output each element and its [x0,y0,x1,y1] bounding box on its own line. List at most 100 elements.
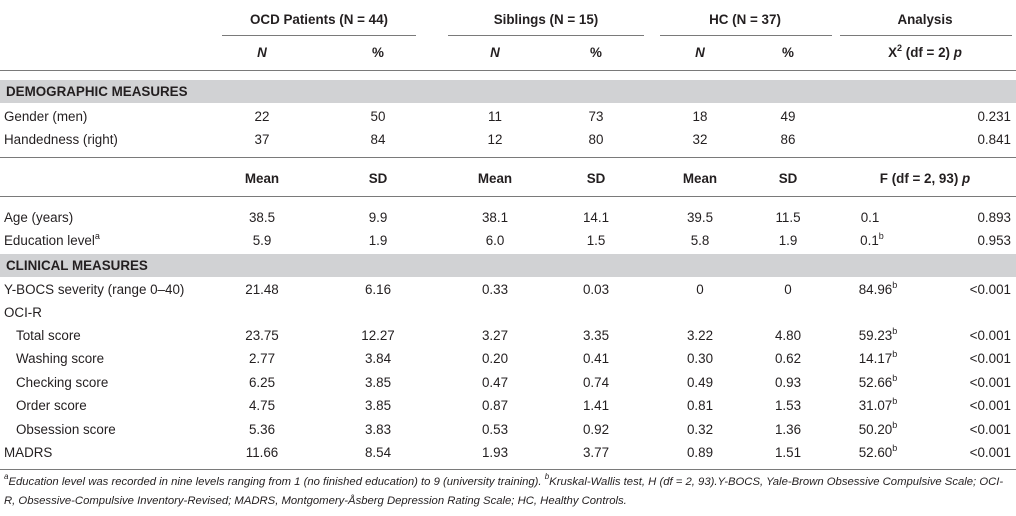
col-sd-siblings: SD [586,171,606,186]
demographic-bottom-rule [0,157,1016,158]
cell-sib-sd: 0.92 [582,422,610,437]
cell-stat: 0.1 [860,210,880,225]
cell-ocd-pct: 84 [370,132,386,147]
table-row: Total score 23.75 12.27 3.27 3.35 3.22 4.80 59.… [0,324,1016,347]
cell-sib-mean: 38.1 [481,210,509,225]
row-label: Y-BOCS severity (range 0–40) [4,282,185,297]
cell-ocd-mean: 5.9 [252,233,272,248]
footnote-a-mark: a [4,472,9,482]
col-chi-square: X2 (df = 2) p [888,42,962,60]
cell-ocd-mean: 5.36 [248,422,276,437]
cell-hc-sd: 11.5 [775,210,801,225]
row-label: Education levela [4,230,100,248]
cell-hc-sd: 1.51 [774,445,802,460]
cell-sib-mean: 6.0 [485,233,505,248]
cell-hc-pct: 86 [780,132,796,147]
table-row-gender: Gender (men) 22 50 11 73 18 49 0.231 [0,105,1016,128]
group-underline-analysis [840,35,1012,36]
col-sd-hc: SD [778,171,798,186]
cell-ocd-mean: 38.5 [248,210,276,225]
cell-hc-pct: 49 [780,109,796,124]
cell-sib-mean: 0.33 [481,282,509,297]
cell-hc-sd: 1.36 [774,422,802,437]
table-bottom-rule [0,469,1016,470]
group-underline-ocd [222,35,416,36]
cell-p: <0.001 [969,375,1011,390]
cell-ocd-sd: 6.16 [364,282,392,297]
cell-p: <0.001 [969,398,1011,413]
row-label: Handedness (right) [4,132,118,147]
section-clinical-label: CLINICAL MEASURES [6,258,148,273]
cell-hc-sd: 0.62 [774,351,802,366]
cell-sib-sd: 0.03 [582,282,610,297]
cell-p: 0.231 [977,109,1011,124]
cell-sib-sd: 3.35 [582,328,610,343]
cell-hc-mean: 0.49 [686,375,714,390]
subheader-continuous-rule [0,196,1016,197]
cell-p: <0.001 [969,282,1011,297]
group-underline-siblings [448,35,644,36]
col-mean-ocd: Mean [244,171,280,186]
cell-sib-mean: 1.93 [481,445,509,460]
table-row: OCI-R [0,301,1016,324]
footnote-a-text: Education level was recorded in nine lev… [8,476,545,488]
cell-ocd-mean: 6.25 [248,375,276,390]
cell-ocd-mean: 2.77 [248,351,276,366]
cell-stat: 0.1b [860,230,884,248]
cell-p: <0.001 [969,445,1011,460]
table-row: MADRS 11.66 8.54 1.93 3.77 0.89 1.51 52.60b <0.0… [0,441,1016,464]
cell-ocd-pct: 50 [370,109,386,124]
group-hc-header: HC (N = 37) [709,12,781,27]
table-row: Checking score 6.25 3.85 0.47 0.74 0.49 0.93 52… [0,371,1016,394]
cell-sib-mean: 0.53 [481,422,509,437]
cell-ocd-n: 37 [254,132,270,147]
row-label: Checking score [16,375,109,390]
header-bottom-rule [0,70,1016,71]
table-row: Order score 4.75 3.85 0.87 1.41 0.81 1.53 31.07… [0,394,1016,417]
row-label: Washing score [16,351,105,366]
cell-hc-sd: 1.9 [778,233,798,248]
cell-sib-sd: 14.1 [582,210,610,225]
cell-stat: 52.66b [858,372,898,390]
table-footnote: aEducation level was recorded in nine le… [4,473,1012,511]
cell-p: <0.001 [969,328,1011,343]
col-n-siblings: N [490,45,500,60]
cell-hc-mean: 39.5 [686,210,714,225]
cell-hc-mean: 5.8 [690,233,710,248]
footnote-b-text: Kruskal-Wallis test, H (df = 2, 93).Y-BO… [4,476,1004,507]
cell-ocd-sd: 3.85 [364,375,392,390]
subheader-continuous-row: Mean SD Mean SD Mean SD F (df = 2, 93) p [0,167,1016,190]
col-mean-siblings: Mean [477,171,513,186]
table-row-handedness: Handedness (right) 37 84 12 80 32 86 0.8… [0,128,1016,151]
footnote-b-mark: b [544,472,550,482]
cell-p: 0.841 [977,132,1011,147]
cell-sib-pct: 73 [588,109,604,124]
cell-sib-sd: 0.41 [582,351,610,366]
cell-ocd-mean: 23.75 [245,328,279,343]
cell-ocd-sd: 12.27 [361,328,395,343]
row-label: MADRS [4,445,53,460]
col-n-ocd: N [257,45,267,60]
cell-sib-pct: 80 [588,132,604,147]
cell-ocd-sd: 8.54 [364,445,392,460]
cell-ocd-mean: 21.48 [245,282,279,297]
row-label: OCI-R [4,305,42,320]
cell-p: <0.001 [969,422,1011,437]
cell-hc-sd: 0 [784,282,792,297]
cell-sib-sd: 1.5 [586,233,606,248]
cell-hc-sd: 1.53 [774,398,802,413]
col-mean-hc: Mean [682,171,718,186]
cell-ocd-n: 22 [254,109,270,124]
cell-p: 0.953 [977,233,1011,248]
cell-p: <0.001 [969,351,1011,366]
cell-ocd-mean: 11.66 [245,445,279,460]
cell-hc-sd: 0.93 [774,375,802,390]
cell-ocd-sd: 3.84 [364,351,392,366]
cell-p: 0.893 [977,210,1011,225]
cell-hc-n: 18 [692,109,708,124]
col-pct-siblings: % [590,45,602,60]
cell-ocd-sd: 3.85 [364,398,392,413]
cell-stat: 31.07b [858,395,898,413]
cell-hc-mean: 3.22 [686,328,714,343]
cell-sib-mean: 3.27 [481,328,509,343]
